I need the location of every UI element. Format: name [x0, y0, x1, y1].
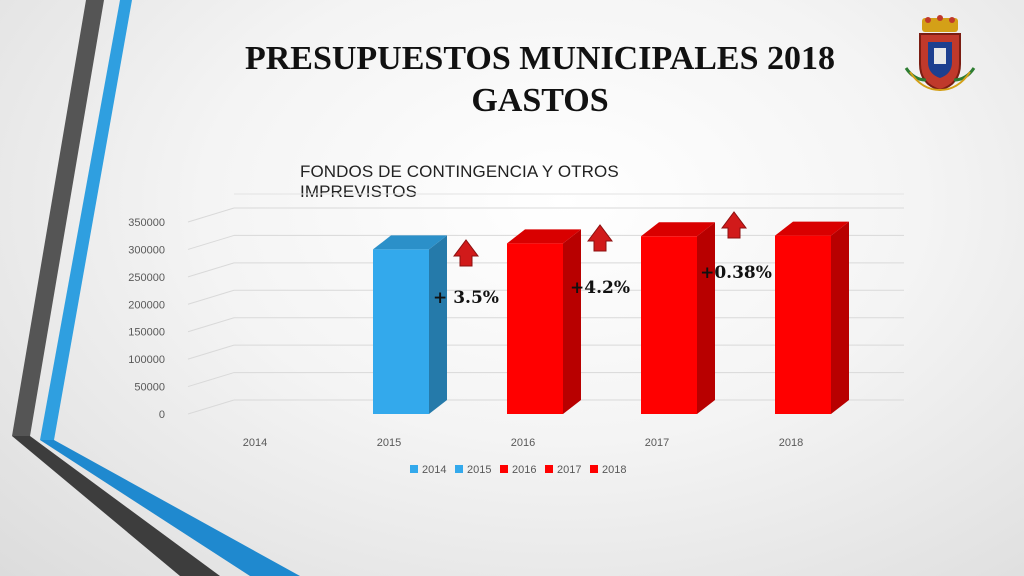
up-arrow-icon [587, 224, 613, 252]
legend-label: 2017 [557, 464, 581, 476]
y-tick-label: 250000 [128, 272, 165, 284]
municipal-coat-of-arms-icon [904, 15, 976, 92]
gridline-diagonal [187, 234, 235, 250]
bar-top [507, 229, 581, 244]
legend-item-2016: 2016 [500, 464, 536, 476]
percent-change-label: +4.2% [570, 278, 630, 298]
x-tick-label: 2016 [511, 437, 535, 449]
legend-item-2014: 2014 [410, 464, 446, 476]
bar-2016 [507, 229, 581, 414]
percent-change-label: + 3.5% [433, 288, 499, 308]
gridline-diagonal [187, 207, 235, 223]
y-tick-label: 350000 [128, 217, 165, 229]
legend-swatch [455, 465, 463, 473]
legend-swatch [500, 465, 508, 473]
bar-top [641, 222, 715, 237]
legend-swatch [545, 465, 553, 473]
legend-swatch [410, 465, 418, 473]
bar-front [775, 235, 831, 414]
bar-front [507, 243, 563, 414]
y-tick-label: 150000 [128, 327, 165, 339]
increase-annotation: + 3.5% [433, 239, 499, 308]
up-arrow-icon [721, 211, 747, 239]
bar-top [775, 221, 849, 236]
bar-2015 [373, 235, 447, 414]
chart-bars [373, 221, 849, 414]
y-tick-label: 50000 [134, 382, 165, 394]
legend-item-2015: 2015 [455, 464, 491, 476]
blue-accent-stripe [40, 0, 132, 440]
bar-front [641, 236, 697, 414]
legend-label: 2016 [512, 464, 536, 476]
title-line-2: GASTOS [471, 82, 609, 119]
x-tick-label: 2017 [645, 437, 669, 449]
y-tick-label: 200000 [128, 299, 165, 311]
bar-side [697, 222, 715, 414]
legend-label: 2015 [467, 464, 491, 476]
gray-accent-stripe [12, 0, 104, 436]
title-line-1: PRESUPUESTOS MUNICIPALES 2018 [244, 40, 836, 77]
legend-label: 2018 [602, 464, 626, 476]
increase-annotation: +4.2% [570, 224, 630, 298]
x-tick-label: 2015 [377, 437, 401, 449]
bar-side [831, 221, 849, 414]
y-axis: 0 50000 100000 150000 200000 250000 300000 3500… [128, 217, 165, 421]
legend-label: 2014 [422, 464, 446, 476]
increase-annotation: +0.38% [700, 211, 772, 283]
legend-item-2017: 2017 [545, 464, 581, 476]
gray-accent-diagonal [12, 436, 220, 576]
gridline-diagonal [187, 344, 235, 360]
x-axis: 2014 2015 2016 2017 2018 [243, 437, 803, 449]
y-tick-label: 300000 [128, 244, 165, 256]
bar-2017 [641, 222, 715, 414]
up-arrow-icon [453, 239, 479, 267]
gridline-diagonal [187, 399, 235, 415]
bar-top [373, 235, 447, 250]
chart-title: FONDOS DE CONTINGENCIA Y OTROS IMPREVIST… [300, 162, 619, 201]
x-tick-label: 2014 [243, 437, 267, 449]
legend-swatch [590, 465, 598, 473]
chart-annotations: + 3.5% +4.2% +0.38% [433, 211, 772, 308]
gridline-diagonal [187, 317, 235, 333]
bar-side [563, 229, 581, 414]
bar-front [373, 249, 429, 414]
y-tick-label: 0 [159, 409, 165, 421]
gridline-diagonal [187, 289, 235, 305]
bar-side [429, 235, 447, 414]
slide-title: PRESUPUESTOS MUNICIPALES 2018 GASTOS [180, 38, 900, 122]
y-tick-label: 100000 [128, 354, 165, 366]
percent-change-label: +0.38% [700, 263, 772, 283]
bar-2018 [775, 221, 849, 414]
x-tick-label: 2018 [779, 437, 803, 449]
blue-accent-diagonal [40, 440, 300, 576]
chart-legend: 2014 2015 2016 2017 2018 [410, 464, 626, 476]
gridline-diagonal [187, 372, 235, 388]
legend-item-2018: 2018 [590, 464, 626, 476]
gridline-diagonal [187, 262, 235, 278]
